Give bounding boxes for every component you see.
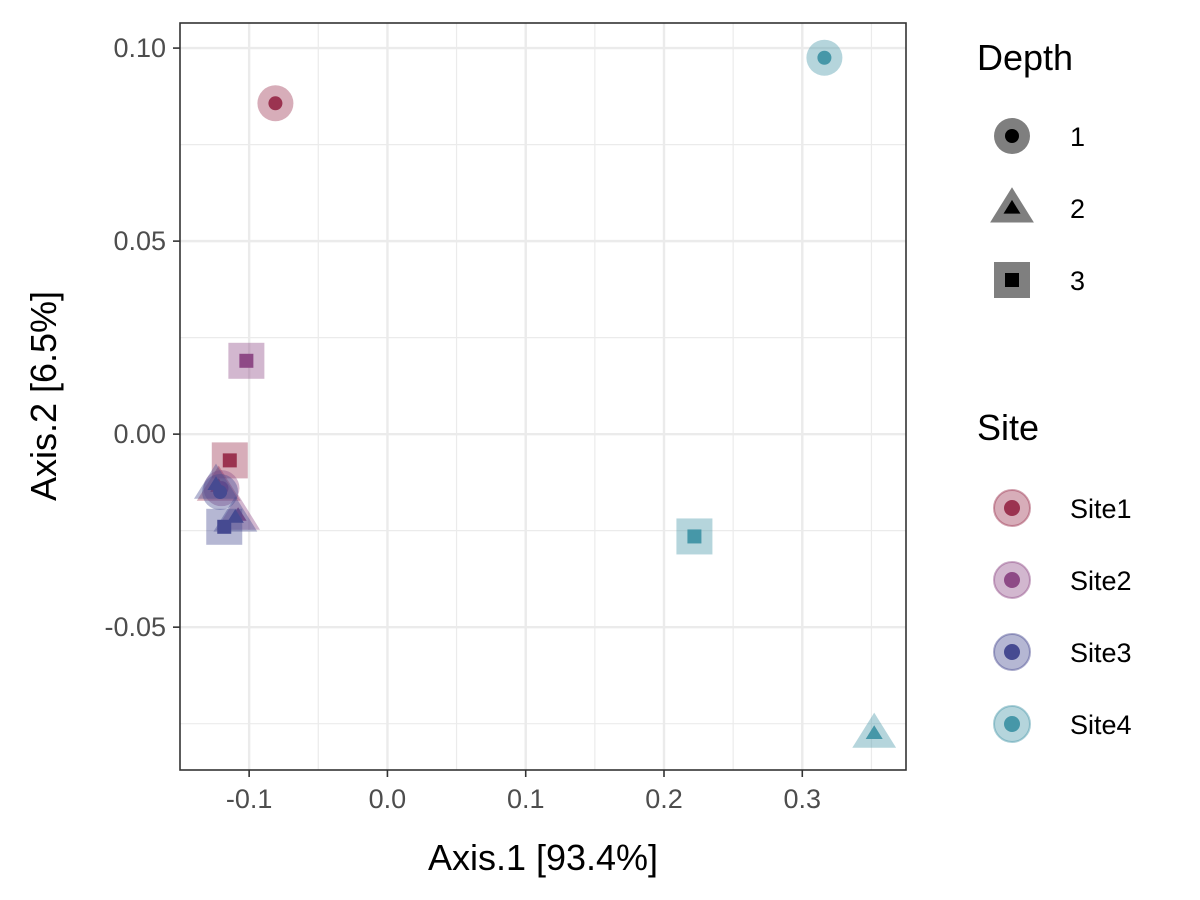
legend-site-item-site2: Site2 (993, 561, 1132, 599)
legend-key-circle (1004, 716, 1020, 732)
point-marker (817, 50, 832, 65)
data-point (676, 518, 713, 555)
x-tick-label: 0.3 (784, 784, 822, 814)
legend-site-item-site3: Site3 (993, 633, 1132, 671)
point-marker (222, 453, 237, 468)
legend-key-triangle (1003, 199, 1021, 214)
data-points (194, 39, 897, 748)
legend-key-circle (1005, 129, 1019, 143)
legend-site-label: Site2 (1070, 566, 1132, 596)
legend-depth-item-2: 2 (990, 187, 1085, 224)
point-marker (865, 725, 883, 739)
legend-depth-label: 2 (1070, 194, 1085, 224)
legend-depth-label: 3 (1070, 266, 1085, 296)
legend-key-square (1005, 273, 1019, 287)
point-marker (207, 476, 225, 490)
data-point (228, 342, 265, 379)
point-marker (239, 353, 254, 368)
data-point (202, 474, 239, 511)
point-marker (217, 519, 232, 534)
legend-site-item-site1: Site1 (993, 489, 1132, 527)
legend-site-label: Site3 (1070, 638, 1132, 668)
legend-site-item-site4: Site4 (993, 705, 1132, 743)
data-point (806, 39, 843, 76)
point-marker (226, 509, 244, 523)
x-tick-label: 0.0 (369, 784, 407, 814)
point-marker (268, 96, 283, 111)
legend-key-circle (1004, 500, 1020, 516)
y-tick-label: 0.10 (113, 33, 166, 63)
legend-depth: Depth 1 2 3 (977, 37, 1085, 298)
legend-depth-title: Depth (977, 37, 1073, 78)
legend-site-label: Site1 (1070, 494, 1132, 524)
legend-depth-item-1: 1 (994, 118, 1085, 154)
panel-border (179, 22, 907, 771)
data-point (194, 463, 238, 499)
y-tick-label: -0.05 (104, 612, 166, 642)
point-marker (687, 529, 702, 544)
x-axis-ticks: -0.1 0.0 0.1 0.2 0.3 (226, 770, 821, 814)
legend-site-title: Site (977, 407, 1039, 448)
legend-key-circle (1004, 644, 1020, 660)
legend-depth-item-3: 3 (994, 262, 1085, 298)
y-tick-label: 0.05 (113, 226, 166, 256)
legend-site: Site Site1 Site2 Site3 Site4 (977, 407, 1132, 743)
x-axis-title: Axis.1 [93.4%] (428, 837, 658, 878)
data-point (211, 442, 248, 479)
x-tick-label: 0.2 (645, 784, 683, 814)
y-axis-title: Axis.2 [6.5%] (23, 291, 64, 501)
legend-key-circle (1004, 572, 1020, 588)
x-tick-label: 0.1 (507, 784, 545, 814)
legend-site-label: Site4 (1070, 710, 1132, 740)
x-tick-label: -0.1 (226, 784, 273, 814)
legend-depth-label: 1 (1070, 122, 1085, 152)
y-tick-label: 0.00 (113, 419, 166, 449)
data-point (852, 712, 897, 748)
y-axis-ticks: -0.05 0.00 0.05 0.10 (104, 33, 180, 642)
grid-lines (180, 23, 906, 770)
data-point (213, 496, 258, 532)
data-point (257, 85, 294, 122)
